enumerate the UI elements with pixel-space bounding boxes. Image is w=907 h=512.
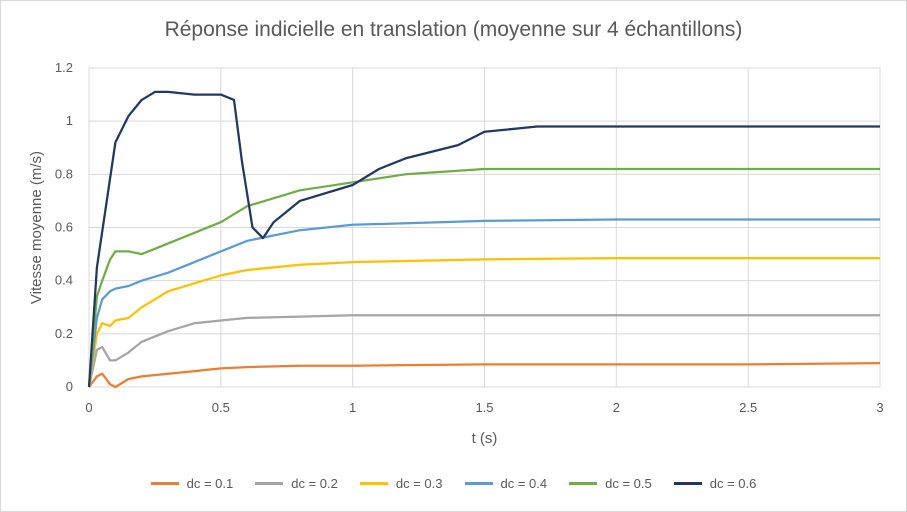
- legend-label: dc = 0.5: [605, 476, 652, 491]
- series-line-3: [87, 256, 880, 388]
- x-tick-label: 0: [85, 400, 92, 415]
- y-tick-label: 1: [66, 113, 73, 128]
- legend-label: dc = 0.3: [395, 476, 443, 491]
- grid-lines: [88, 67, 881, 388]
- y-axis-label: Vitesse moyenne (m/s): [28, 151, 45, 304]
- y-tick-label: 0.4: [55, 273, 73, 288]
- legend-swatch: [255, 482, 284, 485]
- x-tick-label: 2: [613, 400, 620, 415]
- legend-item: dc = 0.2: [255, 476, 338, 491]
- y-tick-label: 0: [66, 379, 73, 394]
- y-tick-label: 0.2: [55, 326, 73, 341]
- legend-swatch: [359, 482, 388, 485]
- legend-item: dc = 0.5: [569, 476, 652, 491]
- x-tick-label: 1.5: [475, 400, 493, 415]
- legend-item: dc = 0.4: [464, 476, 548, 491]
- series-line-2: [87, 314, 880, 388]
- legend-swatch: [673, 482, 702, 485]
- y-tick-label: 0.6: [55, 220, 73, 235]
- x-tick-label: 0.5: [212, 400, 230, 415]
- legend-label: dc = 0.4: [500, 476, 548, 491]
- x-tick-label: 1: [349, 400, 356, 415]
- x-tick-label: 2.5: [739, 400, 757, 415]
- tick-labels: 0 0.2 0.4 0.6 0.8 1 1.2 0 0.5 1 1.5 2 2.5 3: [55, 60, 884, 415]
- x-axis-label: t (s): [472, 430, 498, 447]
- series-line-5: [87, 167, 880, 388]
- chart-title: Réponse indicielle en translation (moyen…: [164, 18, 743, 41]
- legend: dc = 0.1 dc = 0.2 dc = 0.3 dc = 0.4 dc = 0.5…: [0, 476, 907, 491]
- legend-item: dc = 0.6: [673, 476, 757, 491]
- legend-label: dc = 0.6: [709, 476, 757, 491]
- series-line-4: [87, 218, 880, 388]
- legend-item: dc = 0.1: [150, 476, 234, 491]
- legend-swatch: [464, 482, 493, 485]
- legend-label: dc = 0.2: [291, 476, 338, 491]
- y-tick-label: 0.8: [55, 166, 73, 181]
- y-tick-label: 1.2: [55, 60, 73, 75]
- legend-swatch: [150, 482, 179, 485]
- series-line-1: [88, 361, 881, 389]
- series-lines: [87, 90, 881, 389]
- legend-label: dc = 0.1: [186, 476, 234, 491]
- legend-item: dc = 0.3: [359, 476, 443, 491]
- x-tick-label: 3: [876, 400, 883, 415]
- series-line-6: [87, 90, 880, 388]
- legend-swatch: [569, 482, 598, 485]
